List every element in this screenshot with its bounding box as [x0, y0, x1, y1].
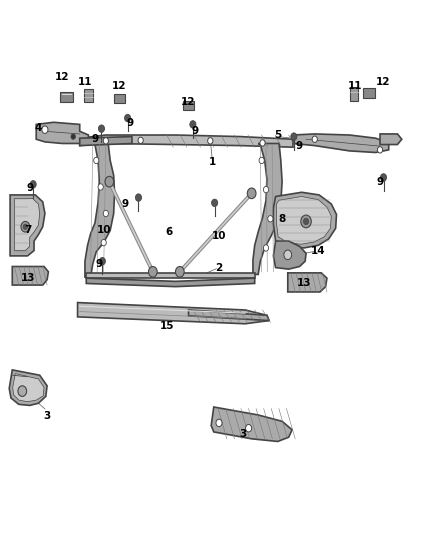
Polygon shape: [276, 197, 331, 244]
Circle shape: [381, 174, 387, 181]
Text: 11: 11: [347, 81, 362, 91]
Text: 9: 9: [122, 199, 129, 209]
Circle shape: [101, 239, 106, 246]
Polygon shape: [350, 87, 358, 101]
Circle shape: [176, 266, 184, 277]
Text: 13: 13: [21, 273, 35, 283]
Circle shape: [246, 424, 252, 432]
Polygon shape: [13, 374, 44, 402]
Circle shape: [291, 133, 297, 140]
Circle shape: [312, 136, 318, 142]
Circle shape: [21, 221, 30, 232]
Text: 9: 9: [296, 141, 303, 151]
Polygon shape: [36, 122, 88, 143]
Text: 5: 5: [274, 130, 281, 140]
Circle shape: [138, 137, 143, 143]
Text: 9: 9: [377, 176, 384, 187]
Polygon shape: [60, 92, 73, 102]
Text: 13: 13: [297, 278, 311, 288]
Polygon shape: [86, 278, 254, 287]
Circle shape: [378, 147, 383, 153]
Polygon shape: [188, 310, 269, 320]
Polygon shape: [80, 136, 132, 146]
Text: 12: 12: [181, 97, 196, 107]
Polygon shape: [184, 101, 194, 110]
Text: 9: 9: [126, 118, 133, 128]
Circle shape: [103, 138, 109, 144]
Circle shape: [103, 211, 109, 216]
Circle shape: [208, 138, 213, 144]
Polygon shape: [85, 142, 115, 277]
Text: 9: 9: [96, 259, 103, 269]
Polygon shape: [86, 273, 254, 278]
Circle shape: [23, 224, 28, 229]
Circle shape: [284, 250, 292, 260]
Circle shape: [94, 157, 99, 164]
Text: 4: 4: [35, 123, 42, 133]
Text: 6: 6: [165, 227, 173, 237]
Circle shape: [216, 419, 222, 426]
Polygon shape: [14, 199, 40, 251]
Text: 2: 2: [215, 263, 223, 272]
Circle shape: [247, 188, 256, 199]
Text: 15: 15: [159, 321, 174, 331]
Polygon shape: [364, 88, 375, 98]
Polygon shape: [84, 89, 93, 102]
Text: 11: 11: [78, 77, 92, 87]
Circle shape: [260, 140, 265, 146]
Circle shape: [268, 216, 273, 222]
Polygon shape: [78, 303, 269, 324]
Text: 12: 12: [55, 71, 70, 82]
Text: 3: 3: [239, 429, 247, 439]
Polygon shape: [80, 135, 293, 147]
Polygon shape: [10, 195, 45, 256]
Text: 10: 10: [96, 225, 111, 236]
Circle shape: [148, 266, 157, 277]
Text: 10: 10: [212, 231, 226, 241]
Polygon shape: [9, 370, 47, 406]
Text: 12: 12: [376, 77, 391, 87]
Circle shape: [71, 134, 75, 139]
Circle shape: [304, 218, 309, 224]
Polygon shape: [211, 407, 292, 441]
Circle shape: [190, 120, 196, 128]
Text: 12: 12: [112, 81, 126, 91]
Circle shape: [301, 215, 311, 228]
Text: 9: 9: [191, 126, 198, 136]
Text: 7: 7: [24, 225, 31, 236]
Circle shape: [259, 157, 264, 164]
Text: 14: 14: [311, 246, 325, 256]
Text: 9: 9: [92, 134, 99, 144]
Circle shape: [42, 126, 48, 133]
Polygon shape: [293, 134, 389, 152]
Text: 8: 8: [279, 214, 286, 224]
Polygon shape: [12, 266, 48, 285]
Polygon shape: [380, 134, 402, 144]
Circle shape: [98, 184, 103, 190]
Circle shape: [135, 194, 141, 201]
Circle shape: [263, 245, 268, 251]
Polygon shape: [253, 143, 282, 274]
Text: 3: 3: [43, 411, 51, 421]
Polygon shape: [288, 273, 327, 292]
Text: 1: 1: [209, 157, 216, 166]
Polygon shape: [273, 241, 306, 269]
Circle shape: [263, 187, 268, 193]
Text: 9: 9: [26, 183, 33, 193]
Circle shape: [105, 176, 114, 187]
Circle shape: [99, 125, 105, 132]
Circle shape: [99, 257, 106, 265]
Polygon shape: [114, 94, 125, 103]
Circle shape: [212, 199, 218, 207]
Circle shape: [30, 181, 36, 188]
Polygon shape: [273, 192, 336, 248]
Circle shape: [124, 114, 131, 122]
Circle shape: [18, 386, 27, 397]
